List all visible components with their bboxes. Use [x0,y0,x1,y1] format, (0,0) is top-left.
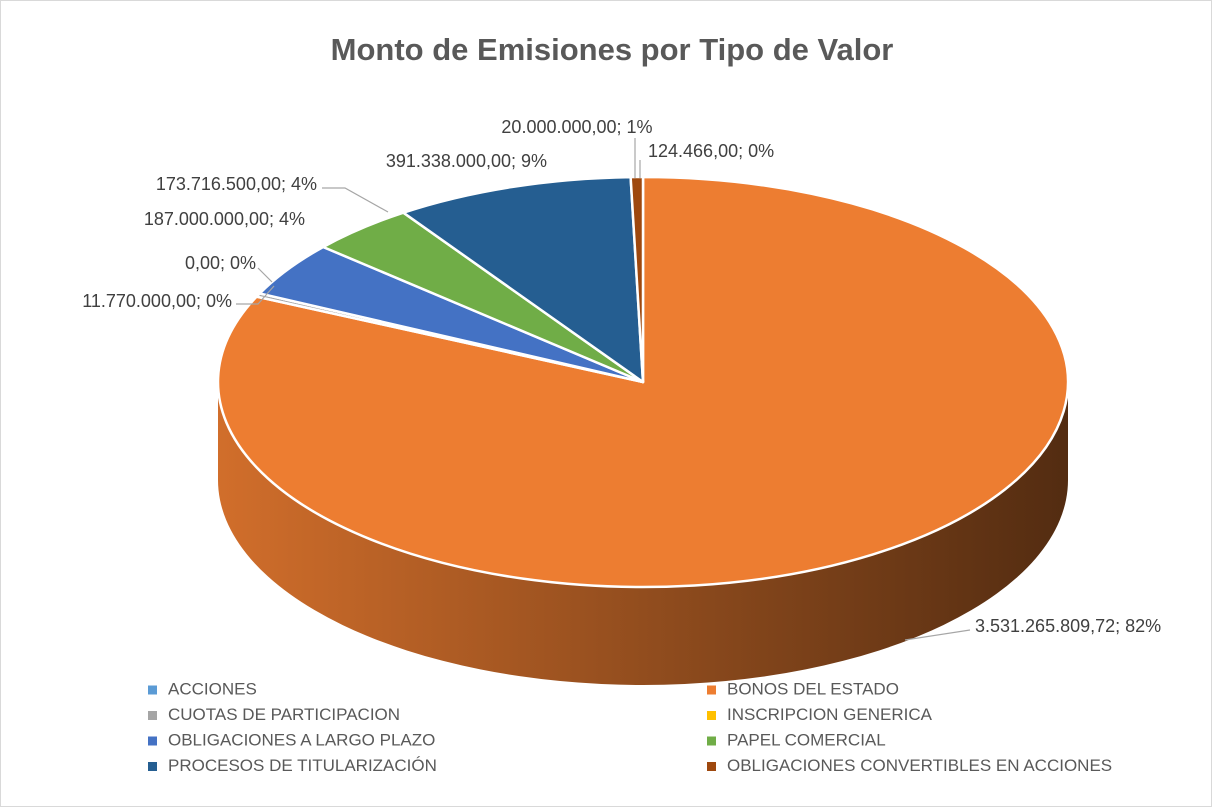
legend-swatch [148,737,157,746]
legend-label: PROCESOS DE TITULARIZACIÓN [168,756,437,775]
data-label: 20.000.000,00; 1% [501,117,652,137]
data-label: 124.466,00; 0% [648,141,774,161]
legend-label: CUOTAS DE PARTICIPACION [168,705,400,724]
legend-label: BONOS DEL ESTADO [727,679,899,698]
data-label: 0,00; 0% [185,253,256,273]
legend-swatch [707,686,716,695]
legend-label: ACCIONES [168,679,257,698]
legend-label: OBLIGACIONES A LARGO PLAZO [168,730,435,749]
legend-swatch [148,762,157,771]
chart-title: Monto de Emisiones por Tipo de Valor [331,32,894,67]
legend-label: PAPEL COMERCIAL [727,730,886,749]
data-label: 173.716.500,00; 4% [156,174,317,194]
legend-swatch [707,762,716,771]
legend-swatch [148,711,157,720]
data-label: 11.770.000,00; 0% [82,291,232,311]
legend-swatch [707,711,716,720]
data-label: 3.531.265.809,72; 82% [975,616,1161,636]
legend-label: INSCRIPCION GENERICA [727,705,933,724]
legend-label: OBLIGACIONES CONVERTIBLES EN ACCIONES [727,756,1112,775]
data-label: 187.000.000,00; 4% [144,209,305,229]
legend-swatch [148,686,157,695]
legend-swatch [707,737,716,746]
data-label: 391.338.000,00; 9% [386,151,547,171]
